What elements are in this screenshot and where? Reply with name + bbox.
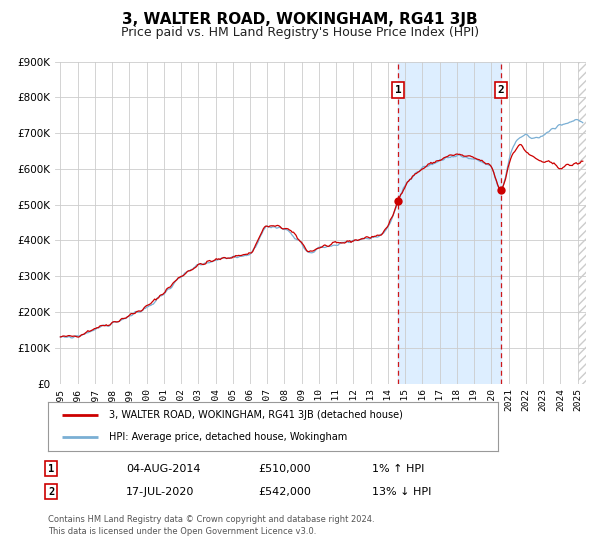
Text: Contains HM Land Registry data © Crown copyright and database right 2024.: Contains HM Land Registry data © Crown c…: [48, 515, 374, 524]
Text: 1: 1: [395, 85, 401, 95]
Text: £542,000: £542,000: [258, 487, 311, 497]
Text: 13% ↓ HPI: 13% ↓ HPI: [372, 487, 431, 497]
Text: £510,000: £510,000: [258, 464, 311, 474]
Text: 04-AUG-2014: 04-AUG-2014: [126, 464, 200, 474]
Text: 3, WALTER ROAD, WOKINGHAM, RG41 3JB (detached house): 3, WALTER ROAD, WOKINGHAM, RG41 3JB (det…: [109, 410, 403, 420]
Text: HPI: Average price, detached house, Wokingham: HPI: Average price, detached house, Woki…: [109, 432, 347, 442]
Text: This data is licensed under the Open Government Licence v3.0.: This data is licensed under the Open Gov…: [48, 528, 316, 536]
Text: Price paid vs. HM Land Registry's House Price Index (HPI): Price paid vs. HM Land Registry's House …: [121, 26, 479, 39]
Text: 1% ↑ HPI: 1% ↑ HPI: [372, 464, 424, 474]
Bar: [578, 62, 586, 384]
Text: 1: 1: [48, 464, 54, 474]
Bar: [398, 62, 500, 384]
Text: 17-JUL-2020: 17-JUL-2020: [126, 487, 194, 497]
Text: 2: 2: [497, 85, 504, 95]
Text: 3, WALTER ROAD, WOKINGHAM, RG41 3JB: 3, WALTER ROAD, WOKINGHAM, RG41 3JB: [122, 12, 478, 27]
Text: 2: 2: [48, 487, 54, 497]
Bar: [578, 62, 586, 384]
